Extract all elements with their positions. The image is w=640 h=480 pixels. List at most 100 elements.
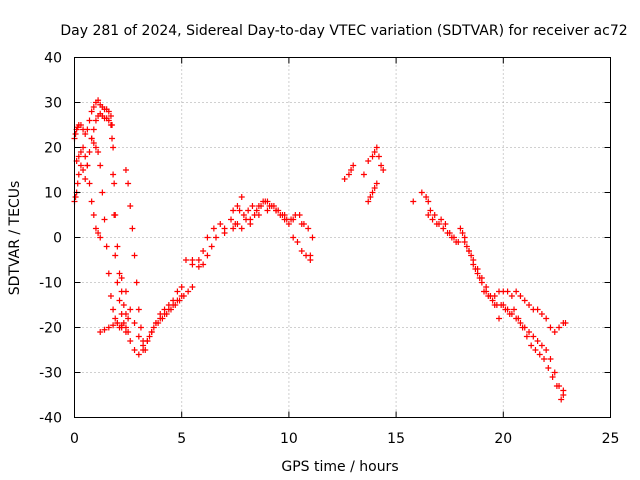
data-point: [371, 185, 378, 191]
data-point: [470, 257, 477, 263]
data-point: [429, 216, 436, 223]
data-point: [200, 261, 207, 268]
data-point: [465, 248, 472, 254]
data-point: [88, 135, 95, 142]
data-point: [144, 338, 151, 344]
data-point: [504, 306, 511, 313]
data-point: [309, 234, 316, 241]
data-point: [195, 263, 202, 270]
data-point: [77, 122, 84, 128]
series-track-8: [182, 198, 316, 263]
data-point: [120, 302, 127, 308]
data-point: [112, 315, 119, 322]
data-point: [86, 117, 93, 124]
data-point: [517, 320, 524, 326]
data-point: [236, 207, 243, 214]
data-point: [82, 153, 89, 160]
data-point: [110, 144, 117, 151]
data-point: [526, 329, 533, 335]
series-track-13: [425, 212, 567, 403]
data-point: [425, 198, 432, 205]
data-point: [558, 396, 565, 403]
data-point: [450, 234, 457, 241]
data-point: [290, 234, 297, 241]
data-point: [208, 243, 215, 250]
data-point: [103, 243, 110, 250]
data-point: [204, 234, 211, 241]
data-point: [521, 324, 528, 331]
data-point: [487, 293, 494, 299]
y-tick-label: 0: [53, 231, 62, 247]
data-point: [431, 212, 438, 218]
series-track-2: [71, 110, 132, 335]
data-point: [131, 347, 138, 353]
data-point: [543, 347, 550, 353]
data-point: [125, 315, 132, 322]
data-point: [97, 234, 104, 241]
data-point: [380, 167, 387, 173]
data-point: [264, 207, 271, 214]
data-point: [360, 171, 367, 178]
data-point: [375, 153, 382, 160]
data-point: [545, 365, 552, 371]
data-point: [230, 225, 237, 232]
x-tick-label: 15: [387, 431, 405, 447]
data-point: [97, 329, 104, 335]
data-point: [82, 176, 89, 182]
data-point: [508, 293, 515, 299]
data-point: [255, 203, 262, 209]
data-point: [348, 167, 355, 173]
data-point: [238, 194, 245, 200]
data-point: [213, 234, 220, 241]
data-point: [114, 320, 121, 326]
data-point: [150, 324, 157, 331]
y-tick-label: 10: [44, 186, 62, 202]
data-point: [217, 221, 224, 227]
data-point: [75, 153, 82, 160]
data-point: [523, 333, 530, 340]
data-point: [90, 140, 97, 146]
data-point: [107, 113, 114, 119]
data-point: [373, 180, 380, 187]
data-point: [116, 297, 123, 304]
data-point: [534, 338, 541, 344]
data-point: [110, 171, 117, 178]
data-point: [536, 351, 543, 358]
y-tick-label: 20: [44, 141, 62, 157]
data-point: [90, 126, 97, 133]
data-point: [111, 212, 118, 218]
data-point: [547, 324, 554, 331]
data-point: [440, 225, 447, 232]
data-point: [99, 189, 106, 196]
data-point: [135, 333, 142, 340]
data-point: [264, 198, 271, 205]
data-point: [481, 288, 488, 295]
data-point: [152, 320, 159, 326]
data-point: [513, 315, 520, 322]
x-axis-label: GPS time / hours: [281, 459, 398, 475]
data-point: [105, 324, 112, 331]
data-point: [72, 194, 79, 200]
data-point: [549, 374, 556, 380]
data-point: [530, 333, 537, 340]
data-point: [116, 270, 123, 277]
data-point: [459, 230, 466, 236]
data-point: [118, 322, 125, 329]
data-point: [135, 306, 142, 313]
data-point: [369, 189, 376, 196]
data-point: [341, 176, 348, 182]
data-point: [350, 162, 357, 169]
data-point: [243, 216, 250, 223]
x-tick-label: 25: [602, 431, 620, 447]
data-point: [122, 329, 129, 335]
y-tick-label: 30: [44, 96, 62, 112]
data-point: [92, 117, 99, 124]
data-point: [90, 104, 97, 110]
data-point: [245, 207, 252, 214]
chart-title: Day 281 of 2024, Sidereal Day-to-day VTE…: [60, 23, 627, 39]
data-point: [483, 284, 490, 290]
data-point: [543, 315, 550, 322]
data-point: [438, 216, 445, 223]
data-point: [373, 144, 380, 151]
